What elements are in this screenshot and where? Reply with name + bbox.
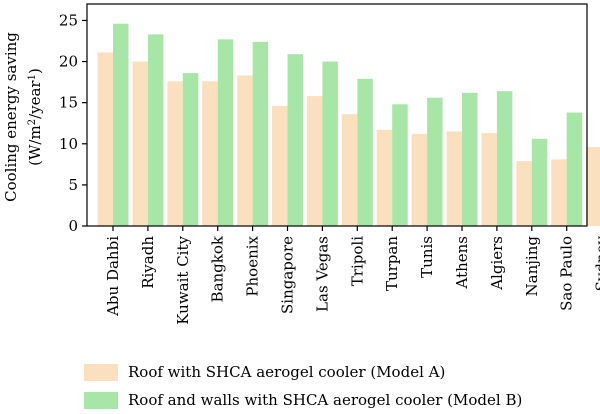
bar-model-b — [218, 39, 234, 226]
x-tick-label: Athens — [453, 236, 471, 290]
y-tick-label: 5 — [68, 176, 78, 194]
x-tick-label: Las Vegas — [313, 236, 331, 312]
bar-model-a — [551, 159, 567, 226]
bar-model-a — [481, 133, 497, 226]
bar-model-b — [183, 73, 199, 226]
bar-model-b — [253, 42, 269, 226]
bar-model-b — [148, 34, 164, 226]
y-axis-label: Cooling energy saving — [2, 32, 20, 202]
legend-item-model-a: Roof with SHCA aerogel cooler (Model A) — [84, 358, 522, 386]
y-tick-label: 25 — [59, 11, 78, 29]
bar-model-b — [427, 98, 443, 226]
bar-model-a — [202, 81, 218, 226]
x-tick-label: Sao Paulo — [558, 236, 576, 311]
y-ticks-group: 0 5 10 15 20 25 — [59, 11, 87, 235]
legend-swatch-model-b — [84, 392, 118, 409]
bar-model-a — [447, 131, 463, 226]
bars-group — [98, 24, 600, 226]
bar-model-b — [532, 139, 548, 226]
bar-model-a — [132, 62, 148, 226]
legend-swatch-model-a — [84, 364, 118, 381]
y-tick-label: 20 — [59, 53, 78, 71]
bar-model-a — [586, 147, 600, 226]
x-tick-label: Tripoli — [348, 236, 366, 286]
x-tick-label: Nanjing — [523, 236, 541, 297]
bar-model-b — [462, 93, 478, 226]
y-tick-label: 0 — [68, 217, 78, 235]
x-tick-label: Tunis — [418, 236, 436, 278]
bar-model-a — [377, 130, 393, 226]
bar-model-b — [322, 62, 338, 226]
x-tick-label: Singapore — [279, 236, 297, 314]
y-axis-unit: (W/m2/year1) — [26, 68, 44, 166]
bar-model-a — [412, 134, 428, 226]
x-tick-label: Algiers — [488, 236, 506, 291]
legend-label-model-a: Roof with SHCA aerogel cooler (Model A) — [128, 363, 445, 381]
legend: Roof with SHCA aerogel cooler (Model A) … — [84, 358, 522, 414]
bar-model-a — [307, 96, 323, 226]
x-tick-label: Sydney — [593, 235, 600, 291]
bar-model-a — [98, 53, 114, 226]
bar-model-b — [497, 91, 513, 226]
bar-model-a — [342, 114, 358, 226]
bar-model-b — [288, 54, 304, 226]
x-tick-label: Riyadh — [139, 236, 157, 289]
y-tick-label: 10 — [59, 135, 78, 153]
bar-model-a — [237, 76, 253, 226]
bar-model-b — [357, 79, 373, 226]
bar-model-b — [113, 24, 129, 226]
bar-model-a — [167, 81, 183, 226]
bar-model-b — [567, 113, 583, 226]
x-tick-label: Phoenix — [244, 235, 262, 296]
x-ticks-group: Abu Dahbi Riyadh Kuwait City Bangkok Phoenix… — [104, 226, 600, 325]
bar-model-a — [516, 161, 532, 226]
x-tick-label: Abu Dahbi — [104, 236, 122, 317]
x-tick-label: Turpan — [383, 236, 401, 291]
bar-model-b — [392, 104, 408, 226]
bar-model-a — [272, 106, 288, 226]
x-tick-label: Bangkok — [209, 235, 227, 302]
x-tick-label: Kuwait City — [174, 235, 192, 324]
legend-label-model-b: Roof and walls with SHCA aerogel cooler … — [128, 391, 522, 409]
y-tick-label: 15 — [59, 94, 78, 112]
